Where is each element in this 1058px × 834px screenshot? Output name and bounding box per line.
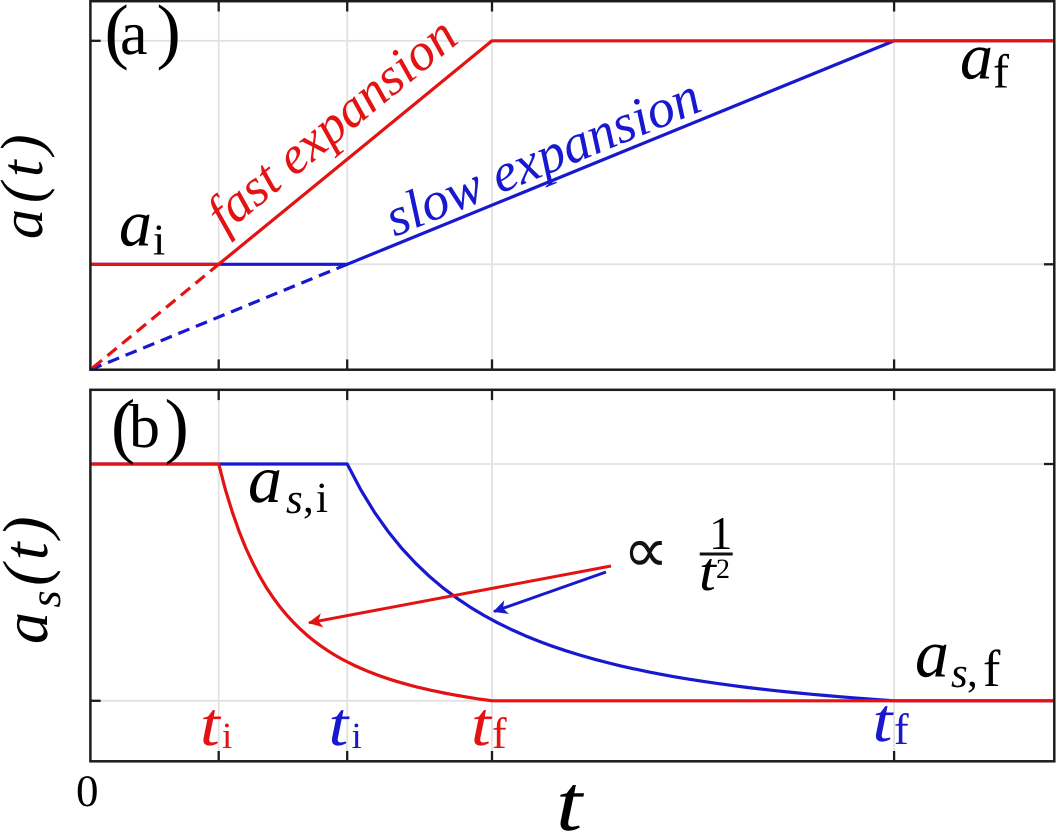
svg-text:a: a <box>915 616 949 692</box>
svg-text:s: s <box>286 476 303 523</box>
svg-text:i: i <box>222 716 232 757</box>
svg-text:as(t): as(t) <box>0 512 70 644</box>
svg-text:2: 2 <box>716 554 730 585</box>
svg-text:f: f <box>894 705 909 754</box>
svg-text:f: f <box>983 641 1001 698</box>
svg-text:a: a <box>248 441 282 517</box>
svg-text:i: i <box>316 475 328 522</box>
svg-text:t: t <box>556 760 584 834</box>
svg-text:slow expansion: slow expansion <box>376 65 709 248</box>
svg-text:b: b <box>129 393 160 461</box>
svg-text:f: f <box>993 45 1009 98</box>
svg-text:t: t <box>873 687 895 755</box>
svg-text:0: 0 <box>76 766 99 816</box>
svg-text:(: ( <box>111 384 135 465</box>
svg-text:a(t): a(t) <box>0 128 55 239</box>
svg-text:i: i <box>153 216 165 265</box>
svg-text:1: 1 <box>709 508 733 560</box>
svg-text:a: a <box>120 0 148 68</box>
svg-text:): ) <box>165 384 189 465</box>
svg-text:): ) <box>157 0 181 71</box>
svg-text:s: s <box>951 650 968 697</box>
svg-text:∝: ∝ <box>623 515 669 586</box>
svg-text:a: a <box>119 188 152 261</box>
svg-text:f: f <box>492 709 507 758</box>
svg-text:,: , <box>303 475 314 522</box>
svg-text:t: t <box>699 541 718 602</box>
svg-text:t: t <box>329 691 351 759</box>
svg-text:,: , <box>967 649 978 696</box>
svg-text:a: a <box>960 21 993 94</box>
svg-text:t: t <box>200 691 222 759</box>
svg-text:t: t <box>471 691 493 759</box>
svg-text:(: ( <box>105 0 129 71</box>
svg-text:i: i <box>352 716 362 757</box>
